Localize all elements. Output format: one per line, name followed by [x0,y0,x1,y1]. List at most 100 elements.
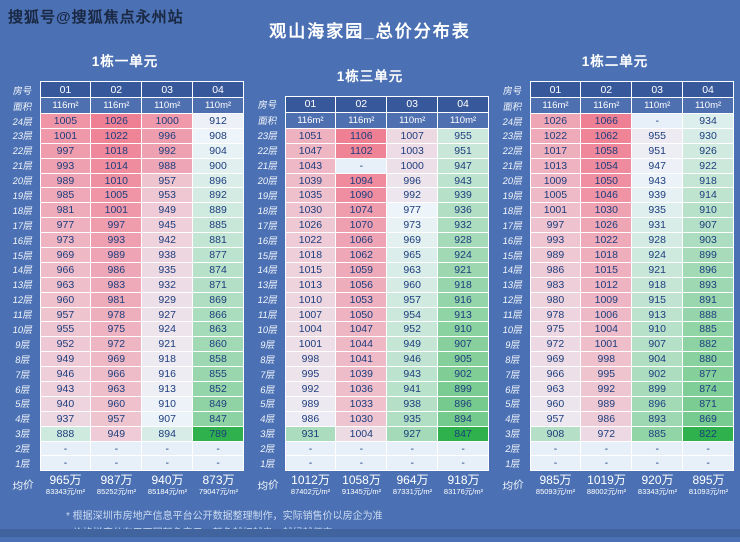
price-cell: 908 [192,127,244,144]
price-cell: 963 [386,261,439,278]
floor-label: 13层 [501,280,524,292]
floor-row: 2层 - - - - [251,440,489,457]
price-cell: 892 [192,187,244,204]
price-cell: 916 [437,291,489,308]
unit-table-group: 1栋一单元 房号 01 02 03 04 面积 116m² 116m² 110m² 110m² 24层… [6,50,244,496]
price-cell: 910 [631,321,684,338]
floor-label: 15层 [256,250,279,262]
price-cell: 1030 [580,202,633,219]
price-cell: 852 [192,381,244,397]
bottom-edge-bar [0,529,740,537]
floor-label: 17层 [501,221,524,233]
unit-table-group: 1栋二单元 房号 01 02 03 04 面积 116m² 116m² 110m² 110m² 24层… [496,50,734,496]
floor-row: 1层 - - - - [496,455,734,472]
price-cell: 863 [192,321,244,338]
room-no-label: 房号 [502,85,523,97]
floor-label: 17层 [11,221,34,233]
price-cell: 927 [386,425,439,442]
price-cell: 1033 [335,395,388,412]
price-cell: 896 [682,261,734,278]
floor-row: 8层 949 969 918 858 [6,351,244,368]
floor-row: 23层 1051 1106 1007 955 [251,127,489,144]
avg-cell: 1012万 87402元/m² [285,474,336,497]
price-cell: 888 [39,425,92,442]
price-cell: 1000 [141,113,194,129]
floor-row: 14层 1015 1059 963 921 [251,261,489,278]
avg-cell: 895万 81093元/m² [683,474,734,497]
price-cell: 960 [529,395,582,412]
price-cell: 943 [386,366,439,383]
floor-row: 17层 1026 1070 973 932 [251,217,489,234]
floor-label: 16层 [501,236,524,248]
floor-label: 12层 [11,295,34,307]
avg-label: 均价 [12,478,34,494]
floor-label: 10层 [11,325,34,337]
avg-cell: 1019万 88002元/m² [581,474,632,497]
price-cell: 996 [141,127,194,144]
floor-row: 18层 1030 1074 977 936 [251,202,489,219]
floor-row: 2层 - - - - [496,440,734,457]
floor-label: 5层 [14,399,31,411]
floor-row: 15层 1018 1062 965 924 [251,247,489,263]
price-cell: 998 [580,351,633,368]
room-col-header: 04 [437,95,489,113]
price-cell: 986 [529,261,582,278]
price-cell: 1009 [580,291,633,308]
avg-unit-price: 87331元/m² [392,487,433,497]
avg-cell: 965万 83343元/m² [40,474,91,497]
floor-label: 17层 [256,221,279,233]
price-cell: 997 [90,217,143,234]
price-cell: 960 [39,291,92,308]
price-cell: 929 [141,291,194,308]
area-cell: 116m² [39,97,92,114]
room-col-header: 03 [631,81,684,98]
price-cell: 847 [437,425,489,442]
price-cell: 921 [141,336,194,353]
price-cell: 951 [437,142,489,159]
price-cell: 896 [437,395,489,412]
price-cell: 935 [631,202,684,219]
price-cell: 1074 [335,202,388,219]
watermark-sohu-account: 搜狐号@搜狐焦点永州站 [8,9,184,26]
price-cell: 930 [682,127,734,144]
floor-label: 4层 [504,414,521,426]
price-cell: 1010 [90,172,143,189]
floor-row: 13层 1013 1056 960 918 [251,276,489,293]
floor-row: 12层 980 1009 915 891 [496,291,734,308]
price-cell: 955 [39,321,92,338]
avg-total-price: 873万 [202,473,235,488]
avg-total-price: 940万 [151,473,184,488]
price-cell: 912 [192,113,244,129]
price-cell: - [141,440,194,457]
price-cell: 943 [437,172,489,189]
room-col-header: 01 [529,81,582,98]
price-cell: 1090 [335,187,388,204]
price-cell: 957 [529,410,582,427]
price-cell: 955 [437,127,489,144]
price-cell: 1004 [284,321,337,338]
price-cell: 928 [631,232,684,249]
price-cell: 1022 [90,127,143,144]
price-cell: 986 [284,410,337,427]
price-cell: 849 [192,395,244,412]
price-cell: 1015 [284,261,337,278]
floor-row: 8层 998 1041 946 905 [251,351,489,368]
avg-total-price: 964万 [396,473,429,488]
avg-unit-price: 91345元/m² [341,487,382,497]
floor-label: 11层 [502,310,524,322]
room-col-header: 04 [192,81,244,98]
floor-label: 14层 [256,265,279,277]
price-cell: 978 [90,306,143,323]
price-cell: 983 [529,276,582,293]
price-cell: 877 [192,247,244,263]
floor-row: 6层 943 963 913 852 [6,381,244,397]
floor-row: 20层 989 1010 957 896 [6,172,244,189]
room-col-header: 04 [682,81,734,98]
price-cell: 977 [386,202,439,219]
price-cell: 1106 [335,127,388,144]
price-cell: 996 [386,172,439,189]
price-cell: 1022 [580,232,633,249]
floor-label: 21层 [11,161,34,173]
price-cell: - [580,455,633,472]
floor-row: 23层 1001 1022 996 908 [6,127,244,144]
